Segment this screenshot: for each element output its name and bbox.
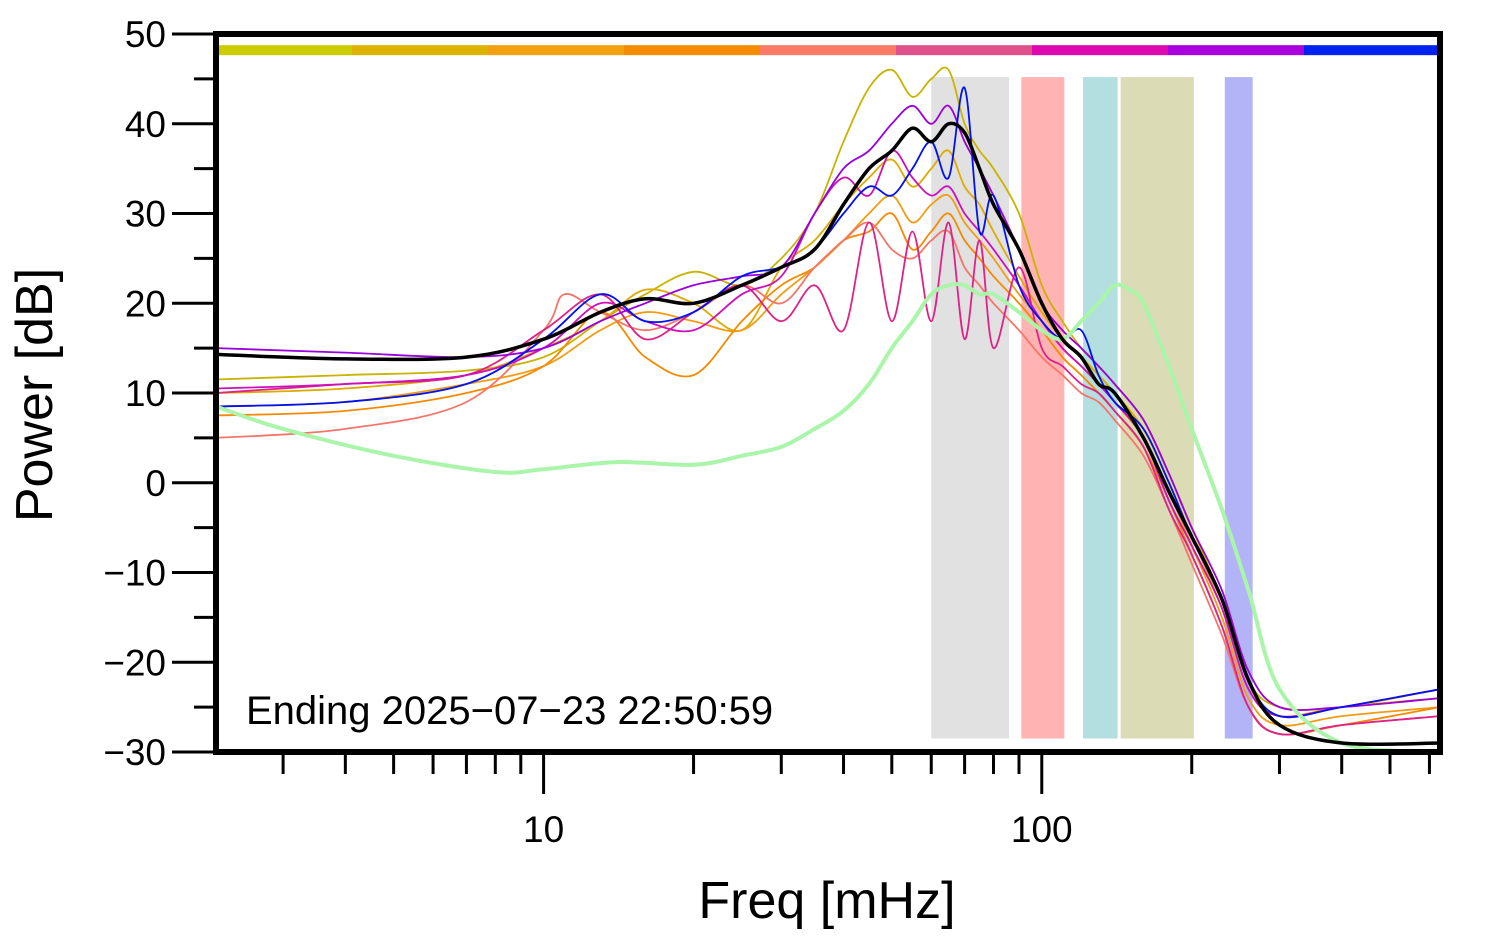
y-tick-label: 40: [125, 104, 166, 145]
series-line-10: [214, 282, 1442, 754]
y-tick-label: −20: [103, 642, 166, 683]
color-strip-segment-4: [624, 45, 761, 56]
color-strip: [216, 45, 1441, 56]
y-tick-label: 10: [125, 373, 166, 414]
y-axis-title: Power [dB]: [6, 268, 64, 522]
series-line-6: [215, 221, 1441, 736]
y-tick-label: −30: [103, 732, 166, 773]
color-strip-segment-7: [1032, 45, 1169, 56]
color-strip-segment-1: [216, 45, 353, 56]
color-strip-segment-6: [896, 45, 1033, 56]
color-strip-segment-5: [760, 45, 897, 56]
color-strip-segment-9: [1304, 45, 1441, 56]
band-4: [1120, 77, 1194, 739]
x-tick-label: 10: [523, 809, 564, 850]
band-2: [1021, 77, 1065, 739]
series-line-11: [214, 121, 1442, 747]
y-tick-label: 0: [145, 463, 166, 504]
ending-timestamp-annotation: Ending 2025−07−23 22:50:59: [246, 689, 773, 733]
x-axis-title: Freq [mHz]: [698, 872, 955, 930]
y-tick-label: −10: [103, 553, 166, 594]
y-tick-label: 20: [125, 283, 166, 324]
series-line-8: [215, 104, 1441, 712]
color-strip-segment-3: [488, 45, 625, 56]
y-tick-label: 50: [125, 14, 166, 55]
x-tick-label: 100: [1011, 809, 1073, 850]
color-strip-segment-2: [352, 45, 489, 56]
frequency-bands: [931, 77, 1253, 739]
y-tick-label: 30: [125, 194, 166, 235]
color-strip-segment-8: [1168, 45, 1305, 56]
series-lines: [214, 66, 1442, 754]
